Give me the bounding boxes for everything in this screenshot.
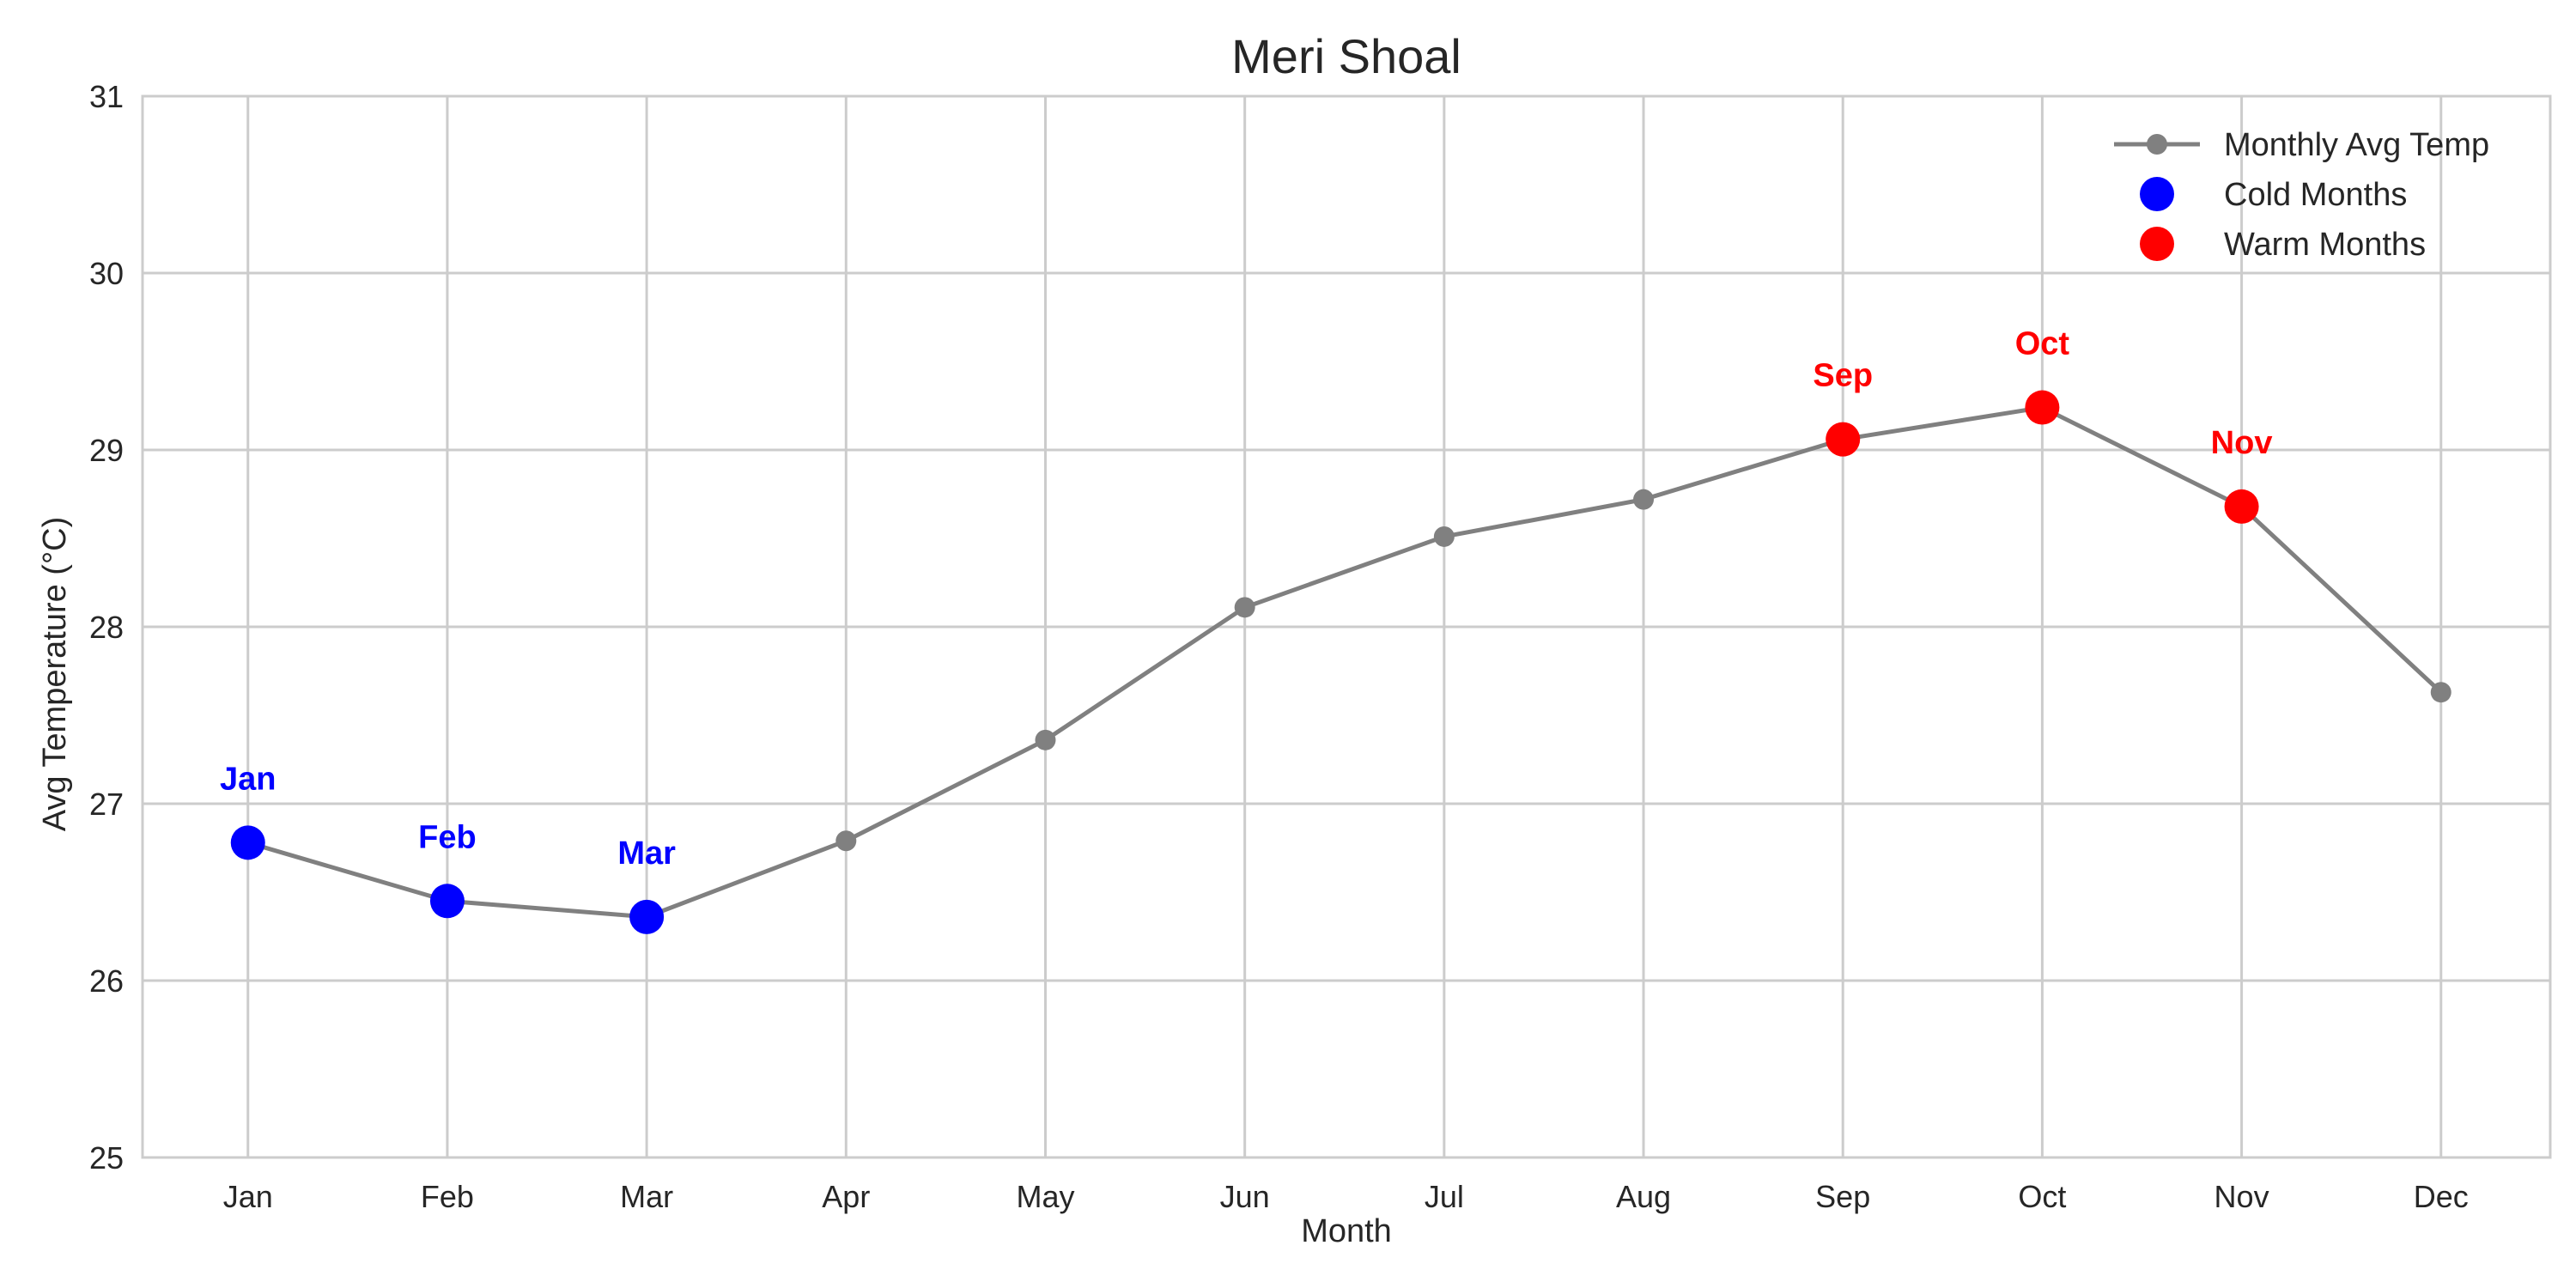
legend-label: Cold Months [2224, 177, 2407, 213]
y-tick-label: 30 [89, 256, 124, 291]
x-tick-label: Nov [2215, 1179, 2269, 1214]
cold-months-point [629, 899, 665, 934]
x-tick-label: May [1016, 1179, 1074, 1214]
series-line [247, 404, 2443, 920]
data-label: Sep [1813, 358, 1873, 394]
data-label: Nov [2211, 425, 2273, 461]
y-tick-label: 25 [89, 1140, 124, 1176]
legend-point-marker [2147, 134, 2167, 155]
series-point [1633, 489, 1655, 510]
x-tick-label: Aug [1616, 1179, 1671, 1214]
warm-months-point [1826, 422, 1861, 457]
data-label: Oct [2015, 326, 2070, 362]
y-tick-label: 29 [89, 433, 124, 468]
series-point [835, 830, 857, 852]
legend-marker [2140, 177, 2174, 211]
plot-frame [141, 94, 2552, 1159]
series-point [1035, 729, 1056, 750]
x-axis-label: Month [1301, 1213, 1392, 1249]
legend: Monthly Avg Temp Cold Months Warm Months [2114, 127, 2489, 263]
series-point [1234, 597, 1255, 618]
data-label: Mar [617, 835, 676, 872]
warm-months-point [2025, 390, 2060, 425]
x-tick-label: Sep [1815, 1179, 1870, 1214]
axes: 25 26 27 28 29 30 31 Jan Feb Mar Apr May Jun Jul Aug Se… [89, 79, 2552, 1214]
y-tick-label: 31 [89, 79, 124, 114]
cold-months-point [230, 825, 265, 860]
legend-label: Warm Months [2224, 227, 2426, 263]
series-point [2430, 682, 2451, 703]
x-tick-label: Oct [2018, 1179, 2066, 1214]
x-tick-label: Dec [2414, 1179, 2469, 1214]
x-tick-label: Jun [1220, 1179, 1270, 1214]
x-tick-label: Feb [421, 1179, 474, 1214]
grid [143, 94, 2550, 1159]
y-tick-label: 28 [89, 610, 124, 645]
y-tick-label: 26 [89, 963, 124, 999]
data-label: Jan [220, 761, 276, 797]
series [237, 397, 2451, 927]
x-tick-label: Apr [822, 1179, 870, 1214]
series-point [1433, 526, 1455, 547]
annotations: Jan Feb Mar Sep Oct Nov [220, 326, 2272, 872]
warm-months-point [2224, 489, 2259, 524]
highlight-markers [230, 390, 2259, 934]
y-tick-label: 27 [89, 787, 124, 822]
y-axis-label: Avg Temperature (°C) [37, 517, 73, 832]
legend-label: Monthly Avg Temp [2224, 127, 2489, 163]
x-tick-label: Jan [223, 1179, 273, 1214]
cold-months-point [429, 884, 465, 919]
x-tick-label: Mar [620, 1179, 673, 1214]
data-label: Feb [418, 819, 477, 855]
x-tick-label: Jul [1425, 1179, 1464, 1214]
legend-marker [2140, 227, 2174, 261]
chart-title: Meri Shoal [1231, 29, 1461, 83]
